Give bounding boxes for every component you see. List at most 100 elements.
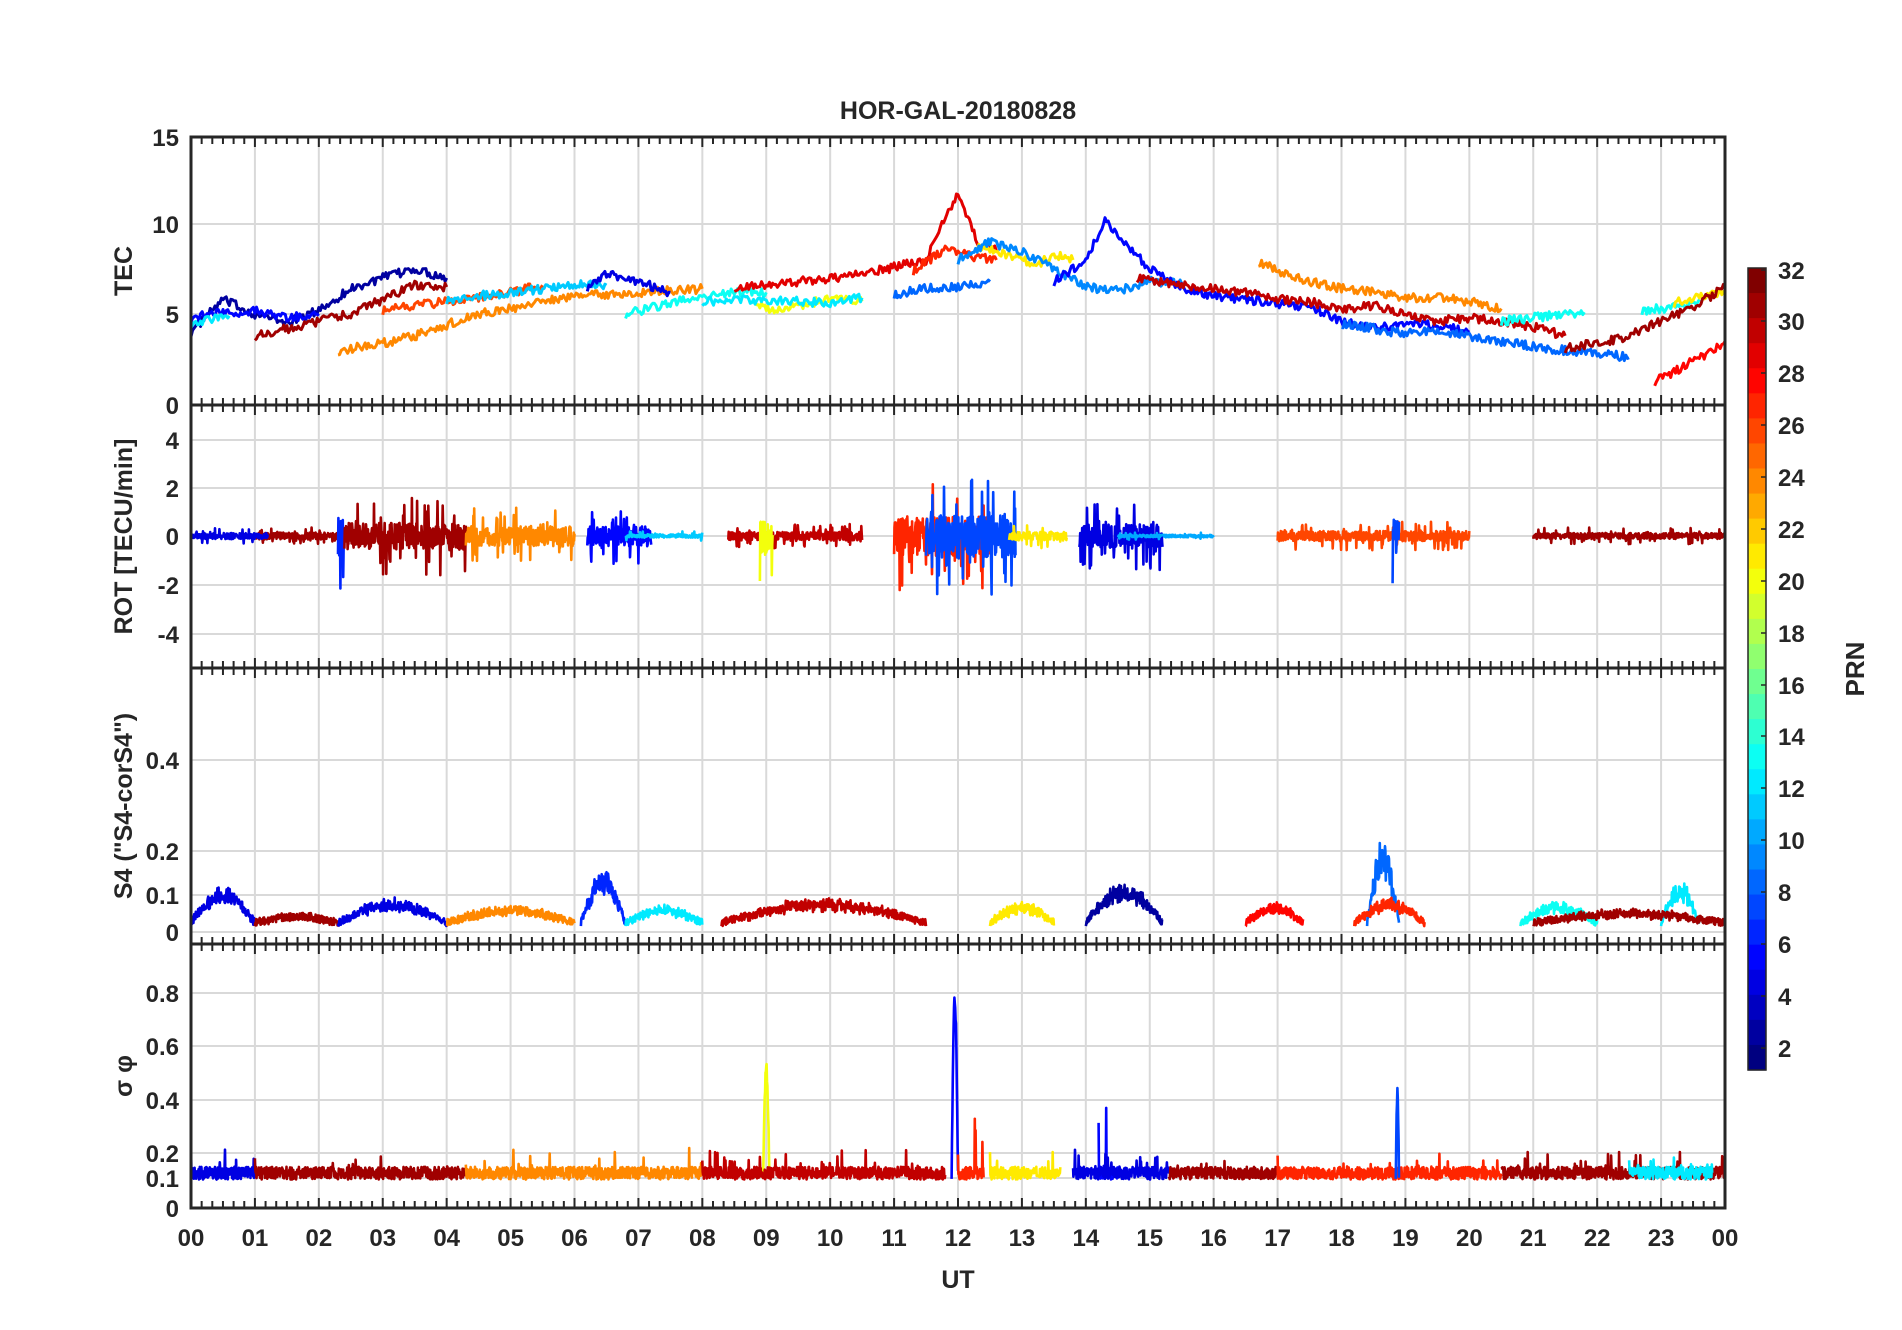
series-trace xyxy=(445,904,576,928)
x-axis: 00 01 02 03 04 05 06 07 08 09 10 11 12 13 14 15 16 17 18 19… xyxy=(178,1225,1739,1252)
colorbar-segment xyxy=(1748,819,1766,846)
colorbar-tick-label: 6 xyxy=(1778,932,1791,959)
series-line xyxy=(624,287,768,319)
series-line xyxy=(701,292,864,309)
series-trace xyxy=(924,478,1017,596)
series-trace xyxy=(701,1148,947,1181)
x-tick-label: 07 xyxy=(625,1225,652,1252)
x-tick-label: 00 xyxy=(178,1225,205,1252)
y-axis-label: σ φ xyxy=(110,1055,138,1097)
series-line xyxy=(585,269,671,298)
y-tick-label: 0.4 xyxy=(146,1088,180,1115)
series-trace xyxy=(1627,1156,1714,1181)
series-line xyxy=(975,243,1075,268)
series-line xyxy=(1258,258,1503,314)
colorbar-segment xyxy=(1748,994,1766,1021)
colorbar-tick-label: 24 xyxy=(1778,465,1805,492)
panel-4: 0 0.10.2 0.4 0.6 0.8 σ φ xyxy=(110,942,1727,1223)
y-tick-label: 0.2 xyxy=(146,839,179,866)
series-trace xyxy=(1244,901,1305,928)
panel-3: 0 0.1 0.2 0.4 S4 ("S4-corS4") xyxy=(110,666,1727,947)
series-trace xyxy=(1394,1086,1401,1179)
series-trace xyxy=(988,900,1056,927)
x-axis-label: UT xyxy=(941,1266,974,1294)
y-tick-label: -4 xyxy=(158,622,180,649)
x-tick-label: 11 xyxy=(881,1225,906,1252)
colorbar-tick-label: 30 xyxy=(1778,309,1805,336)
panel-data xyxy=(191,478,1725,596)
series-line xyxy=(911,244,998,276)
y-tick-label: -2 xyxy=(158,573,179,600)
colorbar-tick-label: 32 xyxy=(1778,258,1805,285)
colorbar-segment xyxy=(1748,1019,1766,1046)
x-tick-label: 08 xyxy=(689,1225,716,1252)
series-trace xyxy=(1365,841,1401,927)
colorbar-segment xyxy=(1748,393,1766,419)
x-tick-label: 12 xyxy=(945,1225,972,1252)
series-line xyxy=(892,278,992,300)
x-tick-label: 09 xyxy=(753,1225,780,1252)
colorbar-segment xyxy=(1748,568,1766,595)
series-trace xyxy=(191,527,269,545)
colorbar-segment xyxy=(1748,443,1766,470)
x-tick-label: 10 xyxy=(817,1225,844,1252)
x-tick-label: 14 xyxy=(1072,1225,1099,1252)
colorbar-segment xyxy=(1748,518,1766,545)
x-tick-label: 21 xyxy=(1520,1225,1547,1252)
series-trace xyxy=(336,896,448,928)
series-line xyxy=(1563,282,1725,354)
x-tick-label: 04 xyxy=(433,1225,460,1252)
series-trace xyxy=(253,1155,468,1181)
series-trace xyxy=(761,1062,771,1179)
series-trace xyxy=(191,886,257,927)
series-trace xyxy=(191,1148,257,1181)
y-axis: 0 0.1 0.2 0.4 xyxy=(146,748,180,947)
series-trace xyxy=(758,520,774,582)
x-tick-label: 23 xyxy=(1648,1225,1675,1252)
series-line xyxy=(1653,340,1725,387)
panel-data xyxy=(191,192,1725,387)
colorbar-segment xyxy=(1748,869,1766,896)
colorbar-segment xyxy=(1748,919,1766,946)
panel-data xyxy=(191,996,1725,1181)
series-trace xyxy=(336,516,346,590)
colorbar-tick-label: 16 xyxy=(1778,673,1805,700)
colorbar-segment xyxy=(1748,894,1766,921)
y-tick-label: 0.1 xyxy=(146,883,179,910)
colorbar-segment xyxy=(1748,769,1766,795)
colorbar-segment xyxy=(1748,343,1766,369)
chart-title: HOR-GAL-20180828 xyxy=(840,97,1076,125)
x-tick-label: 17 xyxy=(1264,1225,1291,1252)
y-tick-label: 0 xyxy=(166,393,179,420)
series-trace xyxy=(624,903,704,927)
series-line xyxy=(1135,273,1567,339)
colorbar-segment xyxy=(1748,493,1766,520)
series-trace xyxy=(1167,1159,1279,1181)
y-tick-label: 0.1 xyxy=(146,1166,179,1193)
y-tick-label: 0.8 xyxy=(146,981,179,1008)
colorbar-tick-label: 2 xyxy=(1778,1036,1791,1063)
y-tick-label: 10 xyxy=(152,212,179,239)
panel-data xyxy=(191,841,1725,928)
y-tick-label: 2 xyxy=(166,476,179,503)
colorbar-tick-label: 4 xyxy=(1778,984,1792,1011)
colorbar-tick-label: 14 xyxy=(1778,724,1805,751)
colorbar-tick-label: 22 xyxy=(1778,517,1805,544)
colorbar-segment xyxy=(1748,643,1766,670)
colorbar-tick-label: 10 xyxy=(1778,828,1805,855)
y-axis: 0 5 10 15 xyxy=(152,125,179,420)
y-axis: -4 -2 0 2 4 xyxy=(158,428,180,649)
series-trace xyxy=(253,526,346,546)
x-tick-label: 02 xyxy=(305,1225,332,1252)
x-tick-label: 19 xyxy=(1392,1225,1419,1252)
series-line xyxy=(956,237,1184,295)
series-trace xyxy=(727,522,864,550)
series-trace xyxy=(253,911,340,927)
x-tick-label: 22 xyxy=(1584,1225,1611,1252)
series-trace xyxy=(1084,883,1164,927)
series-trace xyxy=(464,506,576,563)
colorbar-segment xyxy=(1748,694,1766,720)
colorbar-segment xyxy=(1748,318,1766,344)
